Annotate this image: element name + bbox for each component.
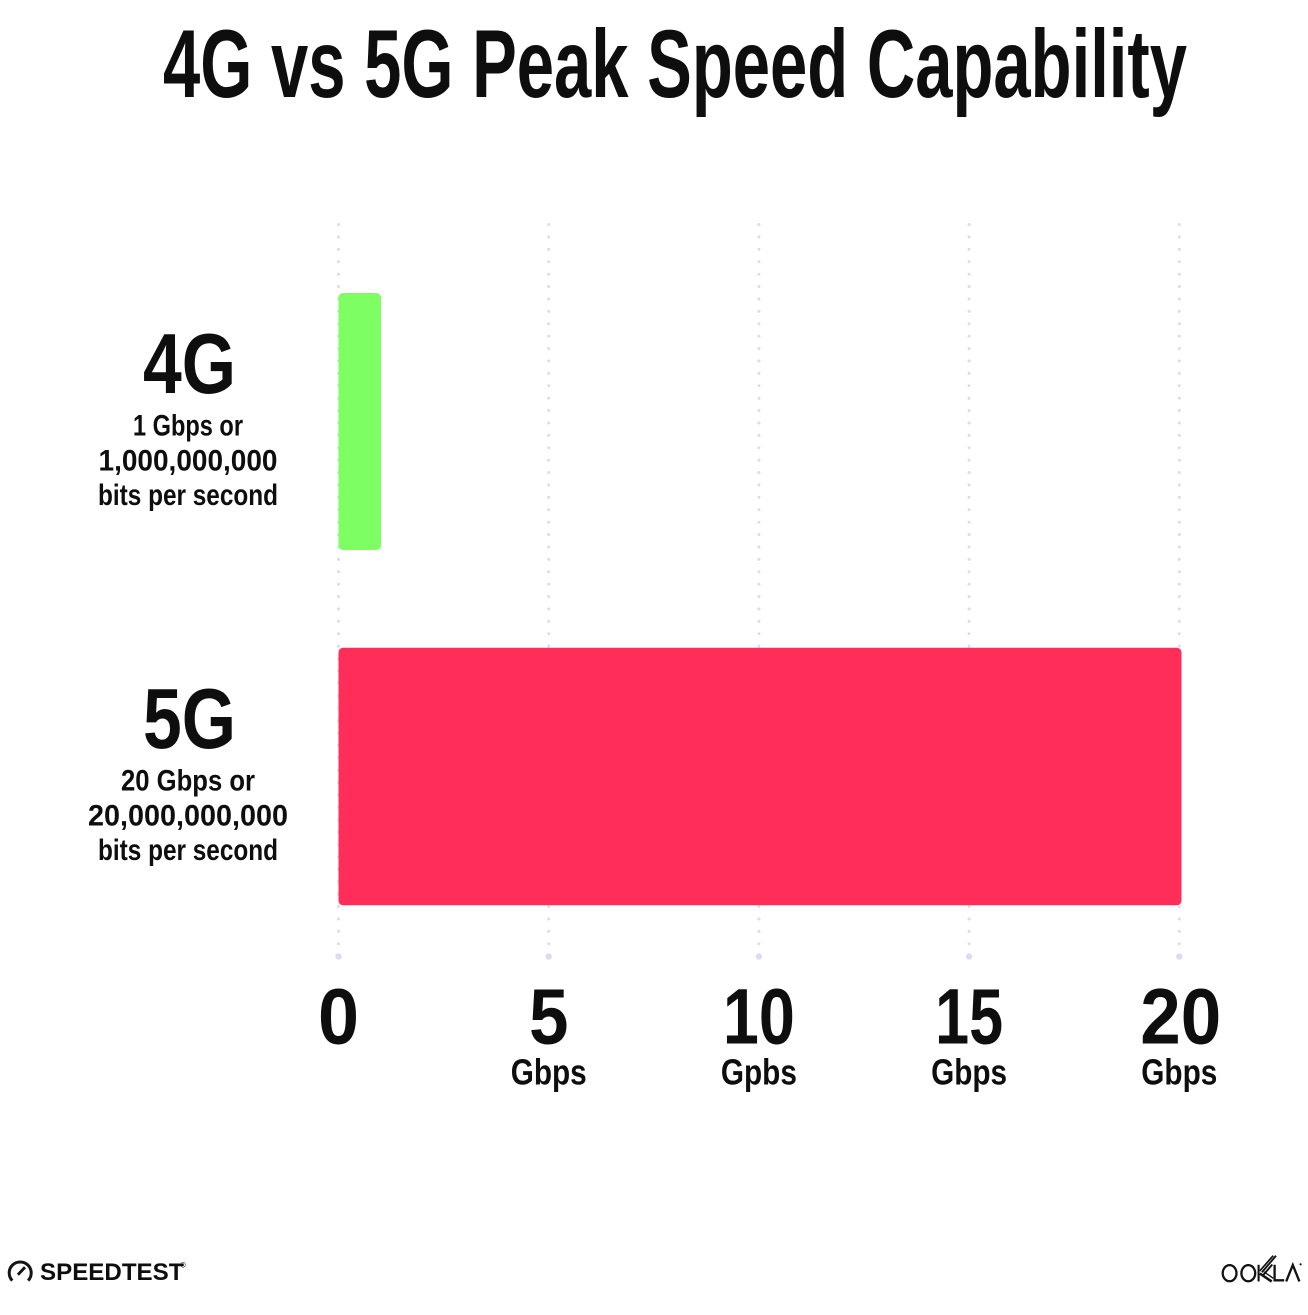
- svg-text:20 Gbps or: 20 Gbps or: [121, 765, 255, 798]
- svg-text:Gbps: Gbps: [1141, 1052, 1217, 1093]
- svg-text:20,000,000,000: 20,000,000,000: [88, 799, 288, 832]
- svg-text:bits per second: bits per second: [98, 834, 278, 867]
- svg-text:Gpbs: Gpbs: [721, 1052, 797, 1093]
- svg-text:10: 10: [723, 972, 795, 1061]
- svg-text:SPEEDTEST: SPEEDTEST: [40, 1259, 184, 1286]
- svg-text:4G: 4G: [143, 317, 236, 412]
- svg-text:5G: 5G: [143, 672, 236, 767]
- svg-text:Gbps: Gbps: [931, 1052, 1007, 1093]
- svg-text:1 Gbps or: 1 Gbps or: [133, 410, 243, 443]
- svg-text:Gbps: Gbps: [511, 1052, 587, 1093]
- svg-text:20: 20: [1140, 972, 1221, 1061]
- svg-text:15: 15: [935, 972, 1003, 1061]
- svg-text:0: 0: [318, 972, 359, 1061]
- svg-text:1,000,000,000: 1,000,000,000: [99, 444, 278, 477]
- svg-text:4G vs 5G Peak Speed Capability: 4G vs 5G Peak Speed Capability: [163, 11, 1187, 118]
- svg-text:bits per second: bits per second: [98, 479, 278, 512]
- svg-text:®: ®: [181, 1262, 187, 1270]
- svg-text:5: 5: [529, 972, 569, 1061]
